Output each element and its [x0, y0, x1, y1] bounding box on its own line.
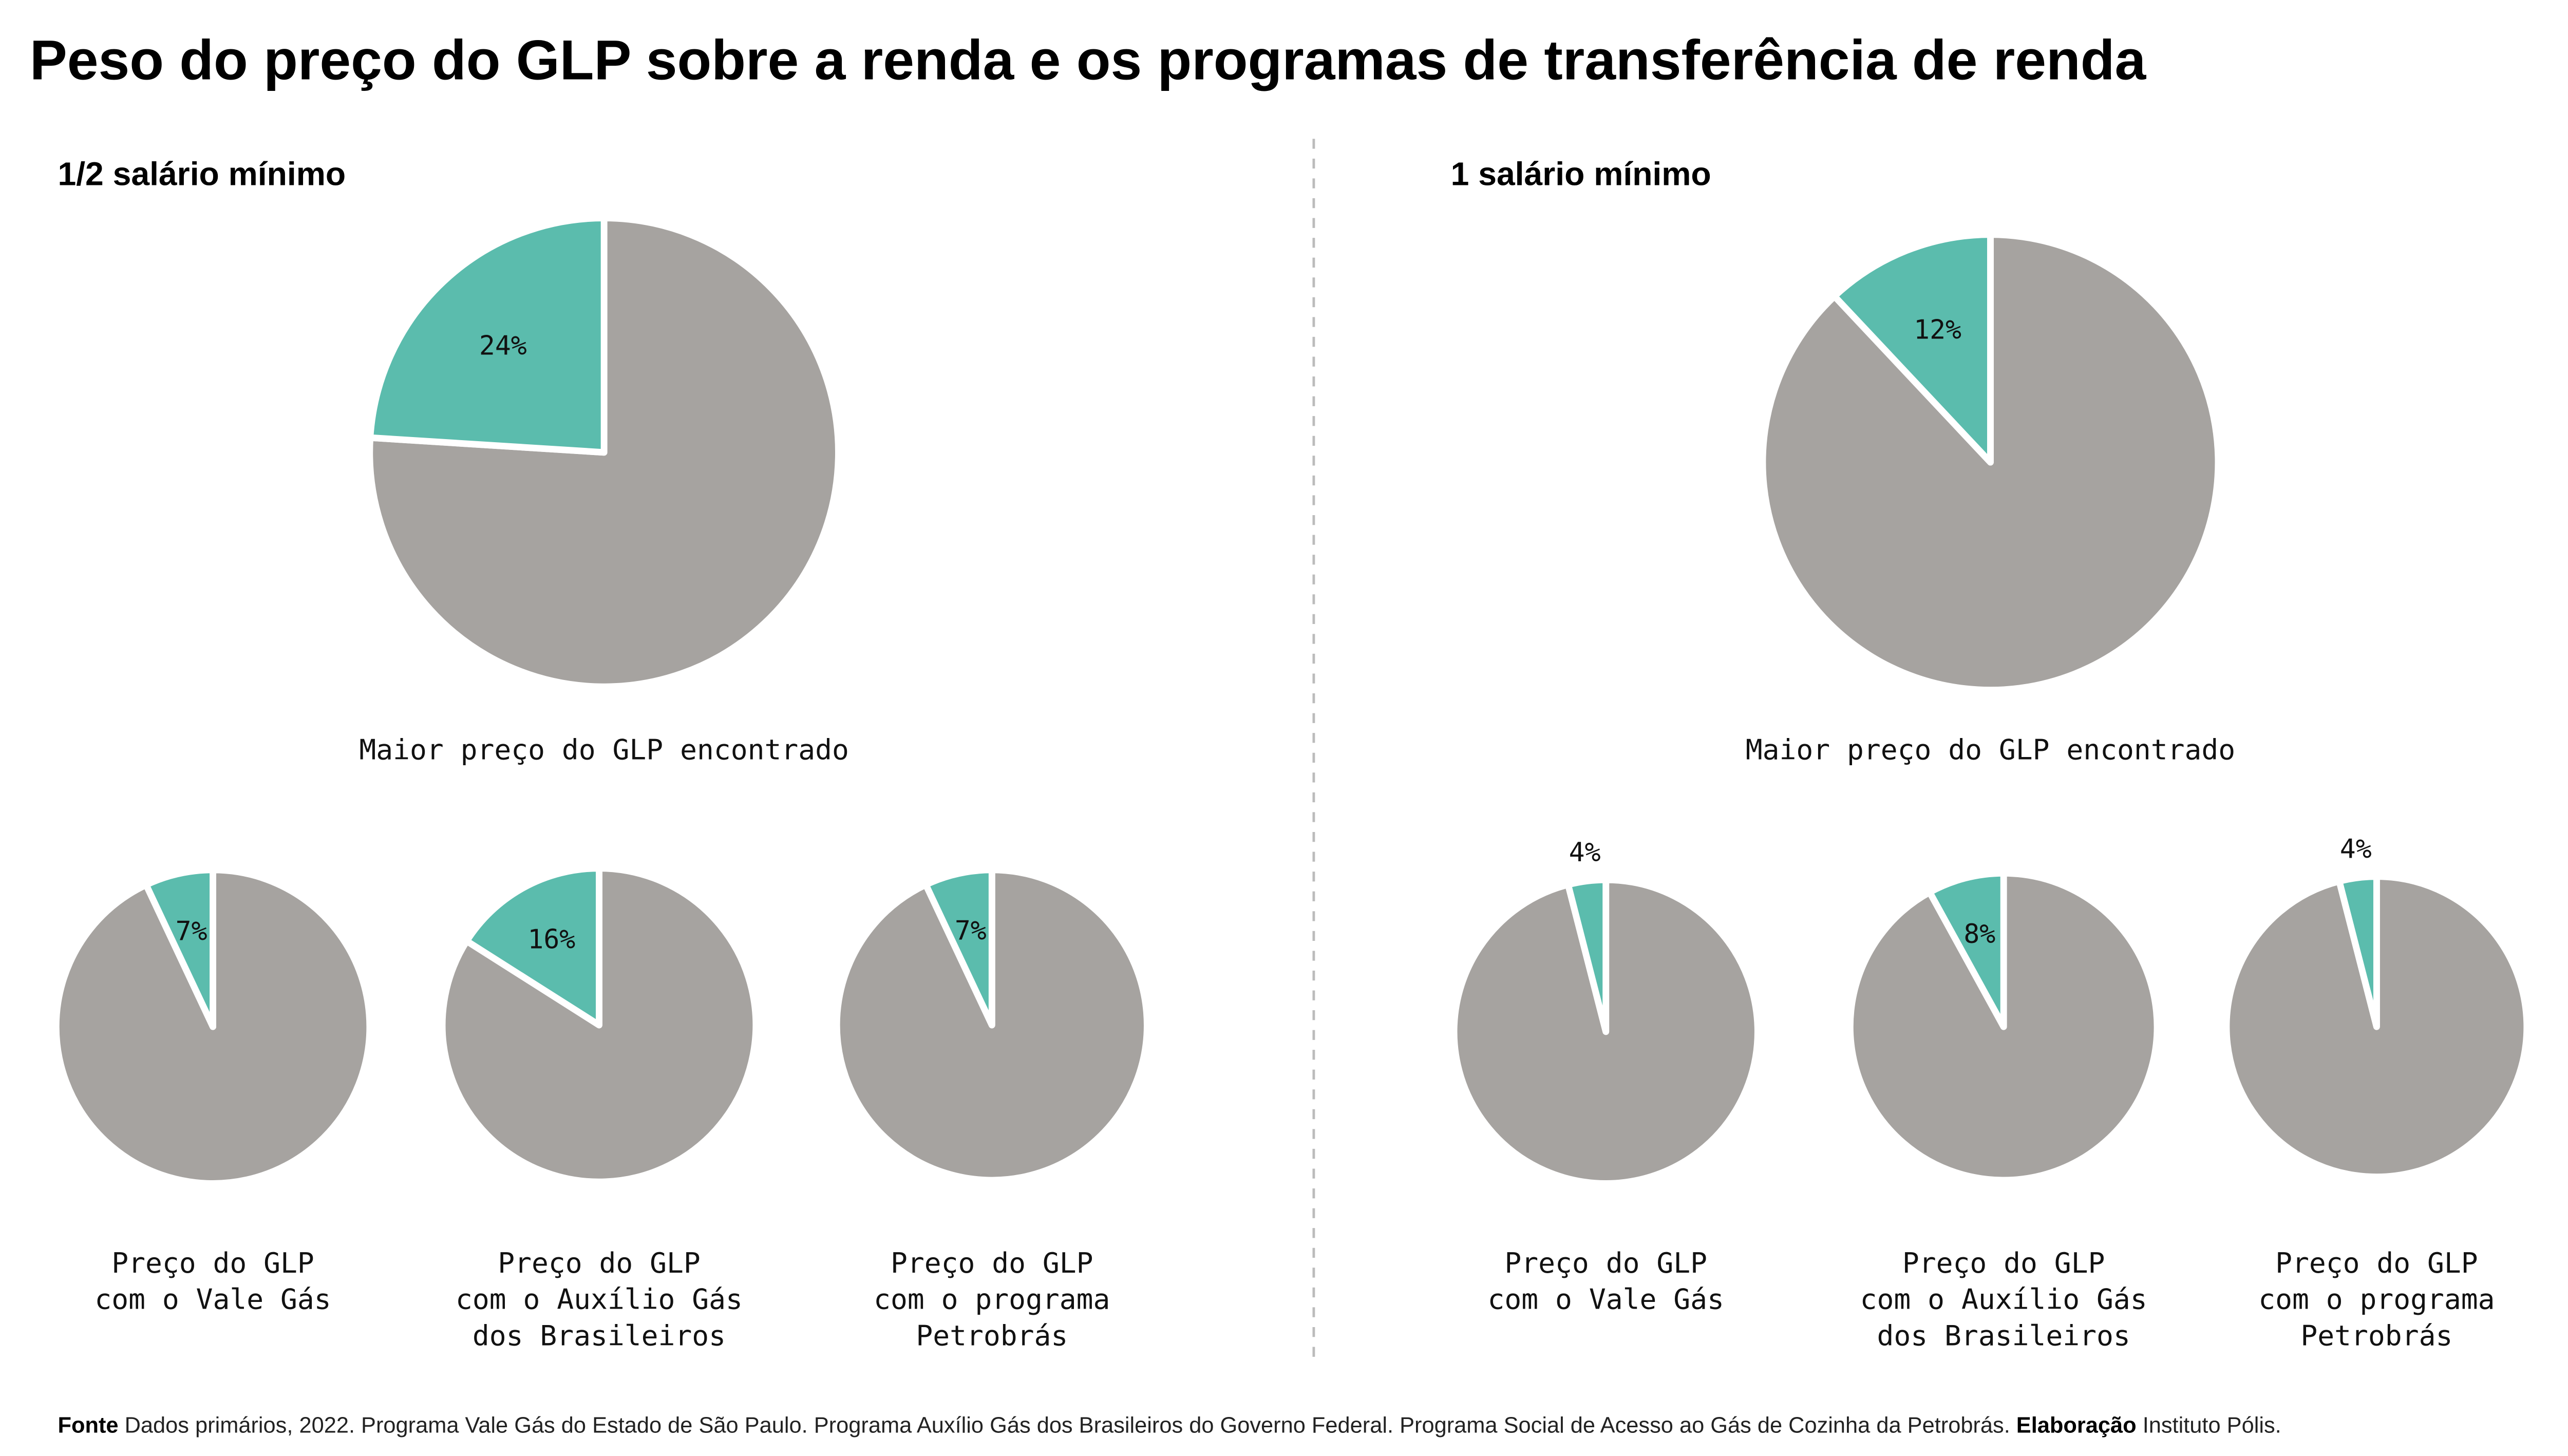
pie-slice-highlight: [922, 866, 995, 1029]
group-title-one: 1 salário mínimo: [1451, 155, 1711, 192]
pie-1-0: 12% Maior preço do GLP encontrado: [1746, 231, 2235, 766]
footer-credit-label: Elaboração: [2016, 1413, 2137, 1438]
pie-slice-highlight: [1564, 876, 1610, 1035]
pie-slice-highlight: [143, 866, 216, 1030]
pie-caption: Preço do GLP: [111, 1246, 314, 1279]
pie-caption: Petrobrás: [2300, 1319, 2452, 1352]
pie-1-1: 4% Preço do GLP com o Vale Gás: [1450, 837, 1761, 1316]
pie-slice-rest: [366, 215, 842, 690]
pie-slice-highlight: [367, 215, 608, 456]
pie-caption: com o programa: [874, 1283, 1110, 1316]
pie-slice-highlight: [2336, 873, 2380, 1030]
pie-caption: Preço do GLP: [498, 1246, 701, 1279]
pie-value-label: 8%: [1963, 919, 1995, 950]
chart-title: Peso do preço do GLP sobre a renda e os …: [30, 29, 2147, 92]
footer-text: Fonte Dados primários, 2022. Programa Va…: [58, 1413, 2281, 1438]
footer-credit-text: Instituto Pólis.: [2137, 1413, 2281, 1438]
pie-caption: com o programa: [2258, 1283, 2495, 1316]
pie-caption: Maior preço do GLP encontrado: [359, 733, 848, 766]
pie-value-label: 16%: [527, 924, 575, 955]
pie-value-label: 7%: [955, 915, 987, 946]
pie-caption: Preço do GLP: [891, 1246, 1093, 1279]
pie-slice-rest: [1759, 231, 2222, 693]
pie-caption: com o Vale Gás: [95, 1283, 331, 1316]
pie-value-label: 12%: [1914, 315, 1961, 346]
pie-caption: Preço do GLP: [1504, 1246, 1707, 1279]
pie-caption: dos Brasileiros: [473, 1319, 726, 1352]
pie-0-1: 7% Preço do GLP com o Vale Gás: [52, 866, 373, 1316]
group-title-half: 1/2 salário mínimo: [58, 155, 346, 192]
pie-caption: com o Auxílio Gás: [1860, 1283, 2147, 1316]
pie-caption: Maior preço do GLP encontrado: [1746, 733, 2235, 766]
pies-layer: 24% Maior preço do GLP encontrado 7% Preço …: [52, 215, 2531, 1352]
pie-caption: com o Vale Gás: [1488, 1283, 1724, 1316]
pie-caption: Petrobrás: [916, 1319, 1068, 1352]
pie-0-0: 24% Maior preço do GLP encontrado: [359, 215, 849, 766]
pie-value-label: 24%: [479, 331, 527, 362]
footer-source-label: Fonte: [58, 1413, 118, 1438]
pie-value-label: 7%: [176, 916, 207, 947]
pie-caption: Preço do GLP: [2275, 1246, 2478, 1279]
pie-slice-highlight: [1926, 869, 2007, 1030]
pie-value-label: 4%: [1569, 837, 1601, 868]
pie-slice-highlight: [463, 865, 602, 1029]
footer-source-text: Dados primários, 2022. Programa Vale Gás…: [119, 1413, 2016, 1438]
pie-value-label: 4%: [2340, 834, 2372, 865]
pie-caption: com o Auxílio Gás: [456, 1283, 743, 1316]
pie-caption: dos Brasileiros: [1877, 1319, 2130, 1352]
pie-slice-highlight: [1831, 231, 1994, 466]
pie-caption: Preço do GLP: [1902, 1246, 2105, 1279]
